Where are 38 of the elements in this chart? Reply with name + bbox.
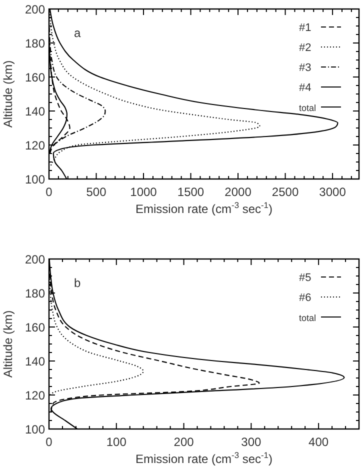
legend-label: #6	[299, 292, 312, 304]
legend-label: #5	[299, 272, 312, 284]
y-tick-label: 140	[24, 104, 46, 118]
y-tick-label: 120	[24, 388, 46, 402]
y-axis-title: Altitude (km)	[1, 310, 15, 378]
x-axis-title: Emission rate (cm$^{-3}$ sec$^{-1}$)	[136, 450, 272, 466]
legend-label: #3	[299, 62, 312, 74]
annotation: a	[74, 26, 81, 40]
y-tick-label: 100	[24, 172, 46, 186]
x-tick-label: 200	[174, 435, 194, 449]
y-tick-label: 140	[24, 354, 46, 368]
y-tick-label: 160	[24, 70, 46, 84]
y-tick-label: 120	[24, 138, 46, 152]
annotation: b	[74, 276, 81, 290]
x-tick-label: 0	[46, 185, 53, 199]
x-tick-label: 1500	[177, 185, 204, 199]
y-tick-label: 180	[24, 286, 46, 300]
legend-label: #4	[299, 82, 312, 94]
legend-label: #2	[299, 42, 312, 54]
legend-label: total	[299, 103, 316, 113]
x-tick-label: 2000	[224, 185, 252, 199]
y-tick-label: 180	[24, 36, 46, 50]
y-tick-label: 200	[24, 252, 46, 266]
x-tick-label: 300	[241, 435, 262, 449]
y-tick-label: 160	[24, 320, 46, 334]
x-tick-label: 400	[308, 435, 329, 449]
x-tick-label: 100	[106, 435, 127, 449]
y-axis-title: Altitude (km)	[1, 60, 15, 128]
x-tick-label: 500	[86, 185, 107, 199]
legend-label: total	[299, 313, 316, 323]
x-axis-title: Emission rate (cm$^{-3}$ sec$^{-1}$)	[136, 200, 272, 216]
legend-label: #1	[299, 22, 312, 34]
y-tick-label: 200	[24, 2, 46, 16]
x-tick-label: 2500	[272, 185, 299, 199]
x-tick-label: 1000	[130, 185, 158, 199]
x-tick-label: 3000	[319, 185, 346, 199]
x-tick-label: 0	[46, 435, 53, 449]
y-tick-label: 100	[24, 422, 46, 436]
